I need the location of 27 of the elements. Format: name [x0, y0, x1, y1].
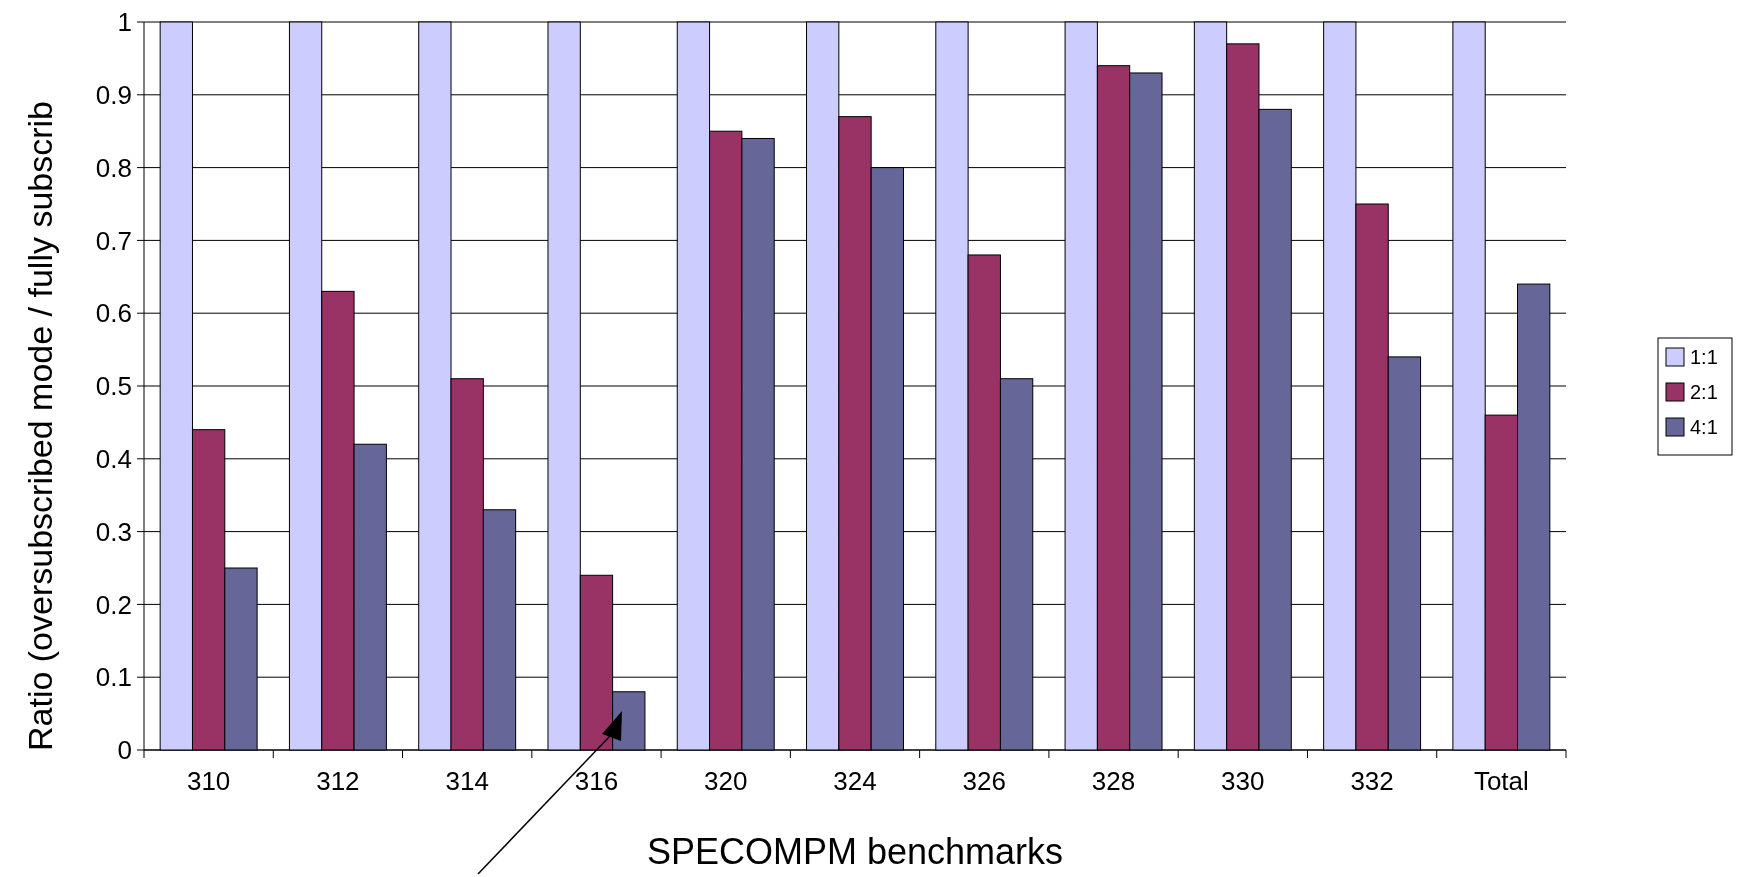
y-tick-label: 0.5	[95, 371, 132, 402]
x-tick-label: 326	[962, 766, 1006, 796]
x-tick-label: 324	[833, 766, 877, 796]
x-tick-label: Total	[1473, 766, 1529, 796]
y-tick-label: 1	[117, 7, 132, 38]
legend-label: 2:1	[1690, 381, 1718, 403]
x-tick-label: 312	[316, 766, 360, 796]
x-axis-title: SPECOMPM benchmarks	[646, 831, 1064, 872]
x-tick-label: 332	[1350, 766, 1394, 796]
x-tick-label: 330	[1221, 766, 1265, 796]
legend-label: 4:1	[1690, 416, 1718, 438]
y-tick-label: 0.8	[95, 152, 132, 183]
y-tick-label: 0.1	[95, 662, 132, 693]
y-tick-label: 0.3	[95, 516, 132, 547]
y-tick-label: 0.9	[95, 79, 132, 110]
y-axis-title: Ratio (oversubscribed mode / fully subscrib	[21, 100, 59, 752]
y-tick-label: 0.2	[95, 589, 132, 620]
y-tick-label: 0.4	[95, 443, 132, 474]
y-tick-label: 0.6	[95, 298, 132, 329]
x-tick-label: 320	[704, 766, 748, 796]
x-tick-label: 328	[1091, 766, 1136, 796]
x-tick-label: 314	[445, 766, 489, 796]
x-tick-label: 310	[186, 766, 231, 796]
y-tick-label: 0	[117, 735, 132, 766]
x-tick-label: 316	[574, 766, 619, 796]
y-tick-label: 0.7	[95, 225, 132, 256]
legend-label: 1:1	[1690, 346, 1718, 368]
